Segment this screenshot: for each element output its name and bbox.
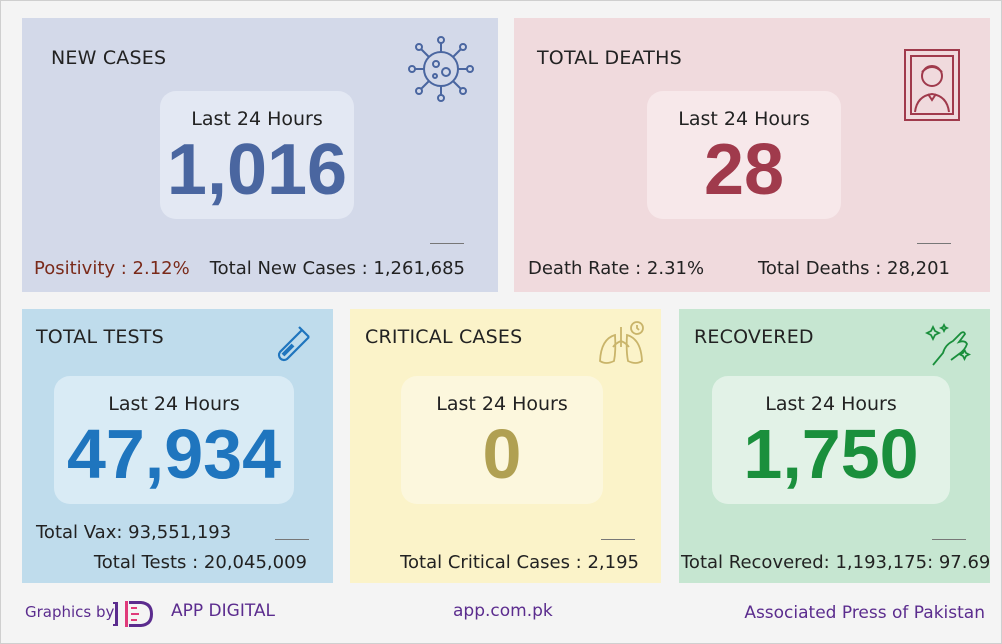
divider	[932, 539, 966, 540]
portrait-frame-icon	[904, 49, 960, 121]
total-deaths-period: Last 24 Hours	[678, 108, 810, 130]
app-digital-logo	[113, 601, 153, 627]
new-cases-period: Last 24 Hours	[191, 108, 323, 130]
recovered-box: Last 24 Hours 1,750	[712, 376, 950, 504]
divider	[917, 243, 951, 244]
total-deaths-card: TOTAL DEATHS Last 24 Hours 28 Death Rate…	[514, 18, 990, 292]
recovered-value: 1,750	[743, 415, 919, 493]
positivity-stat: Positivity : 2.12%	[34, 258, 190, 279]
clean-hands-icon	[925, 322, 972, 366]
recovered-card: RECOVERED Last 24 Hours 1,750 Total Reco…	[679, 309, 990, 583]
total-tests-card: TOTAL TESTS Last 24 Hours 47,934 Total V…	[22, 309, 333, 583]
critical-cases-period: Last 24 Hours	[436, 393, 568, 415]
death-rate-stat: Death Rate : 2.31%	[528, 258, 705, 279]
divider	[275, 539, 309, 540]
total-tests-title: TOTAL TESTS	[36, 326, 164, 348]
website-link[interactable]: app.com.pk	[453, 601, 553, 621]
total-deaths-stat: Total Deaths : 28,201	[757, 258, 950, 279]
critical-cases-value: 0	[482, 415, 522, 493]
total-vax-stat: Total Vax: 93,551,193	[36, 522, 232, 543]
new-cases-card: NEW CASES Last 24 Hours 1,016 Positivity…	[22, 18, 498, 292]
total-critical-cases-stat: Total Critical Cases : 2,195	[400, 552, 639, 573]
graphics-by-label: Graphics by	[25, 603, 115, 621]
critical-cases-card: CRITICAL CASES Last 24 Hours 0 Total Cri…	[350, 309, 661, 583]
virus-icon	[408, 36, 474, 102]
recovered-title: RECOVERED	[694, 326, 814, 348]
critical-cases-box: Last 24 Hours 0	[401, 376, 603, 504]
agency-name: Associated Press of Pakistan	[744, 603, 985, 623]
total-tests-value: 47,934	[66, 415, 282, 493]
test-tube-icon	[277, 326, 310, 362]
divider	[430, 243, 464, 244]
total-tests-period: Last 24 Hours	[108, 393, 240, 415]
new-cases-value: 1,016	[166, 130, 348, 210]
total-deaths-box: Last 24 Hours 28	[647, 91, 841, 219]
total-tests-stat: Total Tests : 20,045,009	[93, 552, 307, 573]
total-deaths-value: 28	[703, 130, 785, 210]
new-cases-box: Last 24 Hours 1,016	[160, 91, 354, 219]
divider	[601, 539, 635, 540]
recovered-period: Last 24 Hours	[765, 393, 897, 415]
total-deaths-title: TOTAL DEATHS	[537, 47, 682, 69]
total-new-cases-stat: Total New Cases : 1,261,685	[209, 258, 465, 279]
lungs-icon	[599, 321, 644, 364]
new-cases-title: NEW CASES	[51, 47, 167, 69]
app-digital-brand[interactable]: APP DIGITAL	[171, 601, 275, 621]
total-recovered-stat: Total Recovered: 1,193,175: 97.69%	[681, 552, 990, 573]
critical-cases-title: CRITICAL CASES	[365, 326, 523, 348]
total-tests-box: Last 24 Hours 47,934	[54, 376, 294, 504]
